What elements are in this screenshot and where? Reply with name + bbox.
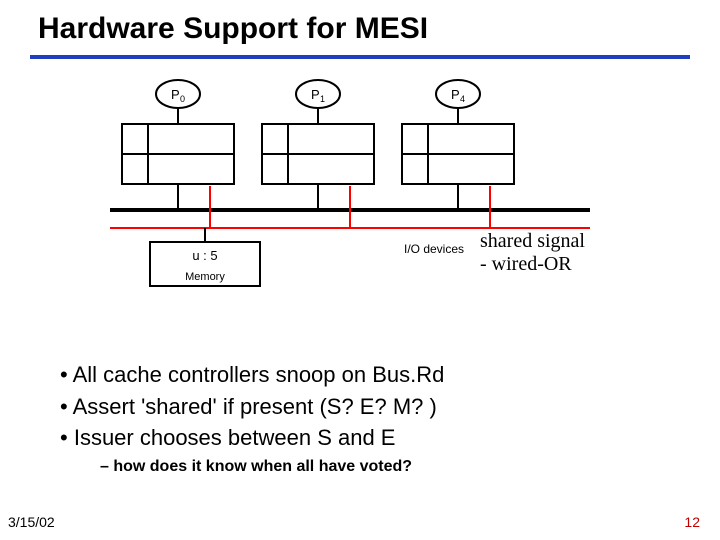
svg-text:0: 0 xyxy=(180,94,185,104)
svg-text:P: P xyxy=(311,87,320,102)
slide-title: Hardware Support for MESI xyxy=(38,12,428,46)
bullet-list: All cache controllers snoop on Bus.Rd As… xyxy=(60,360,444,455)
svg-text:P: P xyxy=(171,87,180,102)
svg-text:4: 4 xyxy=(460,94,465,104)
shared-signal-annotation: shared signal - wired-OR xyxy=(480,230,585,276)
svg-text:u : 5: u : 5 xyxy=(192,248,217,263)
svg-text:1: 1 xyxy=(320,94,325,104)
mesi-diagram: P0P1P4u : 5Memory I/O devices shared sig… xyxy=(30,70,690,290)
svg-text:P: P xyxy=(451,87,460,102)
sub-bullet: how does it know when all have voted? xyxy=(100,458,412,476)
svg-text:Memory: Memory xyxy=(185,271,225,283)
annot-line2: - wired-OR xyxy=(480,253,585,276)
bullet-1: All cache controllers snoop on Bus.Rd xyxy=(60,360,444,390)
title-underline xyxy=(30,55,690,59)
bullet-2: Assert 'shared' if present (S? E? M? ) xyxy=(60,392,444,422)
bullet-3: Issuer chooses between S and E xyxy=(60,423,444,453)
footer-date: 3/15/02 xyxy=(8,514,55,530)
annot-line1: shared signal xyxy=(480,230,585,253)
footer-page-number: 12 xyxy=(684,514,700,530)
diagram-svg: P0P1P4u : 5Memory xyxy=(30,70,690,290)
io-devices-label: I/O devices xyxy=(404,242,464,256)
